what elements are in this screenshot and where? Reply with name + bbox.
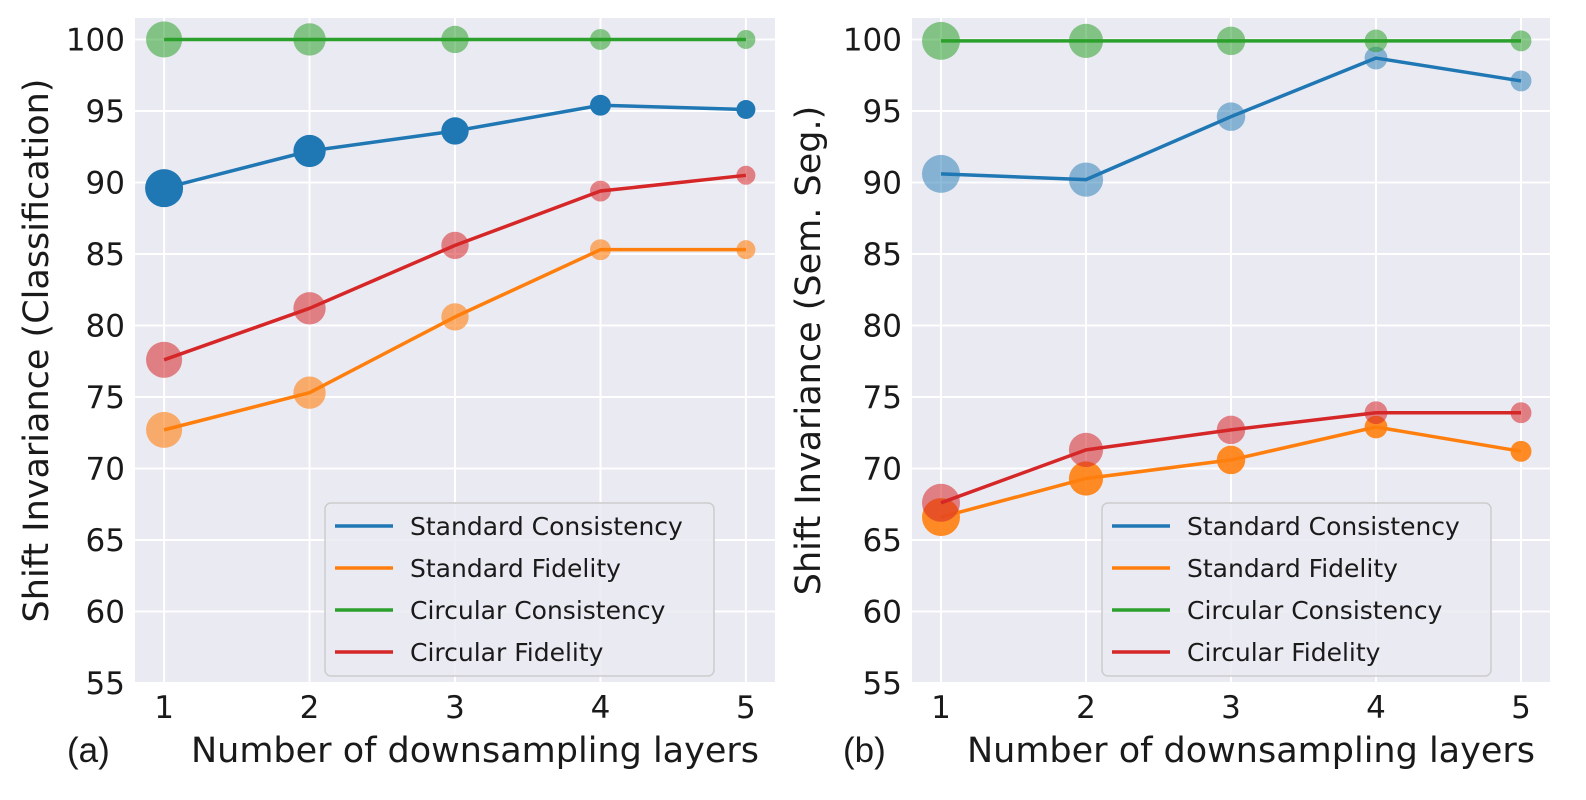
data-point-standard-consistency — [1510, 70, 1532, 92]
data-point-standard-consistency — [736, 100, 756, 120]
legend-label: Standard Fidelity — [410, 554, 621, 583]
data-point-circular-consistency — [146, 21, 183, 58]
y-tick-label: 90 — [863, 165, 902, 201]
legend-label: Standard Consistency — [1187, 512, 1460, 541]
data-point-standard-fidelity — [1510, 440, 1532, 462]
x-axis-label: Number of downsampling layers — [967, 731, 1535, 771]
legend-label: Standard Consistency — [410, 512, 683, 541]
y-tick-label: 75 — [863, 380, 902, 416]
y-axis-label: Shift Invariance (Classification) — [17, 79, 57, 623]
data-point-circular-consistency — [590, 29, 611, 50]
y-tick-label: 95 — [86, 94, 125, 130]
data-point-circular-fidelity — [146, 341, 183, 378]
data-point-standard-fidelity — [441, 303, 469, 331]
data-point-circular-fidelity — [293, 292, 326, 325]
x-tick-label: 2 — [1076, 690, 1096, 726]
data-point-circular-fidelity — [1364, 401, 1388, 425]
y-tick-label: 100 — [66, 22, 125, 58]
y-axis-label: Shift Invariance (Sem. Seg.) — [789, 106, 829, 596]
data-point-standard-consistency — [293, 134, 326, 168]
data-point-standard-consistency — [1364, 46, 1388, 70]
y-tick-label: 100 — [843, 22, 902, 58]
data-point-standard-fidelity — [146, 411, 183, 448]
data-point-standard-consistency — [922, 154, 960, 193]
data-point-circular-consistency — [1510, 30, 1532, 52]
y-tick-label: 65 — [863, 523, 902, 559]
data-point-circular-consistency — [736, 29, 756, 49]
data-point-circular-consistency — [293, 23, 326, 56]
y-tick-label: 55 — [863, 666, 902, 702]
legend-box — [324, 502, 715, 677]
data-point-standard-consistency — [441, 117, 469, 145]
x-tick-label: 2 — [300, 690, 320, 726]
data-point-standard-consistency — [1216, 102, 1246, 131]
y-tick-label: 80 — [863, 308, 902, 344]
data-point-circular-fidelity — [736, 165, 756, 185]
data-point-circular-fidelity — [1216, 415, 1246, 445]
y-tick-label: 85 — [86, 237, 125, 273]
data-point-circular-fidelity — [1510, 402, 1532, 424]
panel-label: (a) — [67, 731, 110, 770]
x-tick-label: 5 — [736, 690, 756, 726]
x-tick-label: 1 — [154, 690, 174, 726]
y-tick-label: 65 — [86, 523, 125, 559]
data-point-circular-consistency — [441, 25, 469, 54]
y-tick-label: 60 — [863, 594, 902, 630]
legend-label: Standard Fidelity — [1187, 554, 1398, 583]
data-point-circular-consistency — [1216, 26, 1246, 56]
y-tick-label: 95 — [863, 94, 902, 130]
panel-label: (b) — [843, 731, 886, 770]
data-point-standard-fidelity — [1068, 461, 1104, 496]
x-tick-label: 3 — [445, 690, 465, 726]
legend-box — [1101, 502, 1492, 677]
y-tick-label: 80 — [86, 308, 125, 344]
data-point-circular-consistency — [1068, 23, 1104, 58]
data-point-circular-fidelity — [590, 180, 611, 202]
data-point-standard-consistency — [1068, 162, 1104, 197]
x-tick-label: 1 — [931, 690, 951, 726]
panel-b: 55 60 65 70 75 80 85 90 95 100 1 2 3 4 5 Shift Invarian… — [789, 18, 1550, 771]
legend-label: Circular Consistency — [410, 596, 666, 625]
data-point-circular-fidelity — [441, 231, 469, 260]
x-axis-label: Number of downsampling layers — [191, 731, 759, 771]
data-point-standard-consistency — [145, 169, 184, 208]
y-tick-label: 85 — [863, 237, 902, 273]
x-tick-label: 4 — [591, 690, 611, 726]
legend-label: Circular Fidelity — [1187, 638, 1381, 667]
data-point-standard-fidelity — [1216, 445, 1246, 475]
y-tick-label: 70 — [86, 451, 125, 487]
data-point-circular-consistency — [922, 21, 960, 60]
data-point-circular-fidelity — [922, 483, 960, 522]
panel-a: 55 60 65 70 75 80 85 90 95 100 1 2 3 4 5 Shift Invarian… — [17, 18, 775, 771]
y-tick-label: 90 — [86, 165, 125, 201]
x-tick-label: 3 — [1221, 690, 1241, 726]
legend-label: Circular Fidelity — [410, 638, 604, 667]
data-point-circular-fidelity — [1068, 432, 1104, 467]
data-point-circular-consistency — [1364, 29, 1388, 53]
x-tick-label: 4 — [1366, 690, 1386, 726]
data-point-standard-fidelity — [590, 239, 611, 261]
y-tick-label: 75 — [86, 380, 125, 416]
data-point-standard-fidelity — [736, 240, 756, 260]
data-point-standard-consistency — [590, 94, 611, 116]
y-tick-label: 60 — [86, 594, 125, 630]
x-tick-label: 5 — [1511, 690, 1531, 726]
y-tick-label: 70 — [863, 451, 902, 487]
legend-label: Circular Consistency — [1187, 596, 1443, 625]
y-tick-label: 55 — [86, 666, 125, 702]
data-point-standard-fidelity — [293, 376, 326, 409]
